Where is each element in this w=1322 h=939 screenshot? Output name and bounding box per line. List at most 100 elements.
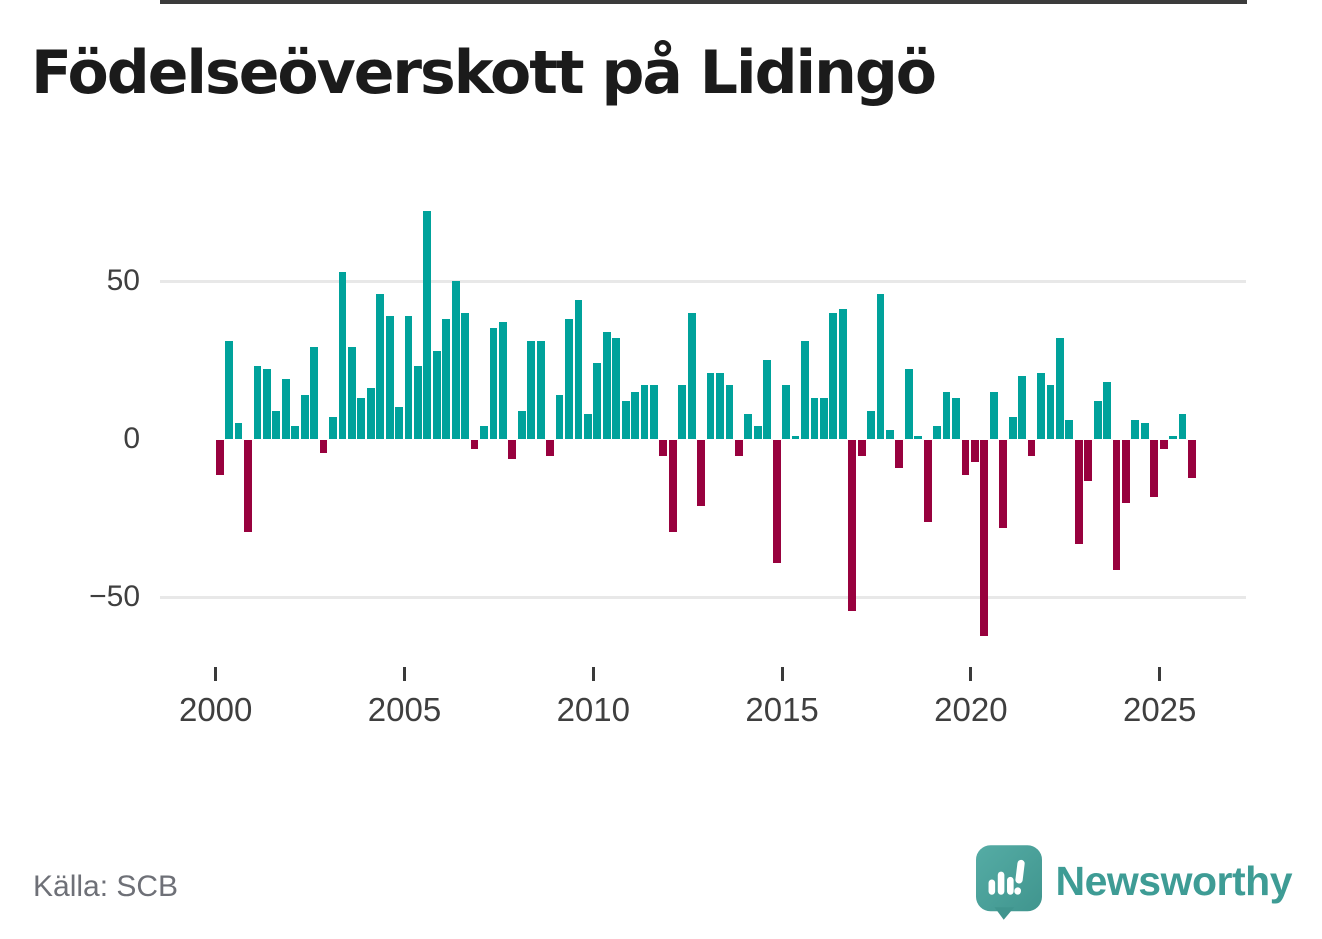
bar-2022-q1 [1046, 385, 1055, 439]
gridline--50 [160, 595, 1246, 599]
bar-2008-q2 [527, 341, 536, 439]
bar-2009-q4 [583, 413, 592, 439]
bar-2011-q1 [631, 391, 639, 439]
bar-2007-q1 [480, 426, 488, 439]
bar-2013-q4 [735, 440, 743, 456]
bar-2015-q3 [801, 341, 809, 439]
bar-2019-q1 [933, 426, 942, 439]
bar-2007-q3 [499, 322, 507, 439]
bar-2009-q3 [574, 299, 583, 439]
bar-2010-q1 [593, 363, 602, 439]
xtick-mark-2000 [214, 667, 218, 681]
bar-2000-q2 [225, 341, 234, 439]
xtick-label-2025: 2025 [1122, 691, 1197, 728]
bar-2017-q3 [876, 293, 885, 439]
bar-2002-q3 [310, 347, 318, 439]
chart-title: Födelseöverskott på Lidingö [31, 38, 937, 108]
bar-2021-q2 [1018, 375, 1026, 439]
bar-2016-q3 [838, 309, 847, 439]
bar-2017-q2 [867, 410, 875, 439]
bar-2021-q3 [1027, 440, 1036, 456]
newsworthy-logo-icon [975, 845, 1042, 925]
bar-2006-q4 [470, 440, 479, 450]
bar-2003-q4 [357, 397, 366, 439]
bar-2016-q2 [829, 312, 838, 439]
bar-2001-q2 [263, 369, 271, 439]
bar-2014-q2 [753, 426, 762, 439]
bar-2012-q1 [668, 440, 677, 532]
bar-2025-q2 [1169, 435, 1178, 439]
bar-2025-q1 [1159, 440, 1168, 450]
bar-2002-q2 [300, 394, 309, 439]
bar-2020-q1 [971, 440, 979, 463]
bar-2008-q1 [517, 410, 526, 439]
bar-2025-q4 [1188, 440, 1196, 478]
bar-2006-q3 [461, 312, 470, 439]
bar-2009-q1 [555, 394, 564, 439]
bar-2010-q3 [612, 337, 621, 439]
bar-2011-q3 [650, 385, 658, 439]
bar-2008-q3 [536, 341, 545, 439]
bar-2013-q2 [716, 372, 724, 439]
bar-2000-q3 [234, 423, 243, 439]
bar-2018-q2 [904, 369, 913, 439]
bar-2023-q2 [1093, 401, 1102, 439]
bar-2012-q4 [697, 440, 706, 507]
bar-2004-q2 [376, 293, 385, 439]
bar-2016-q1 [819, 397, 828, 439]
bar-2010-q2 [602, 331, 611, 439]
bar-2004-q4 [395, 407, 403, 439]
ytick-label--50: −50 [89, 580, 140, 613]
bar-2018-q1 [895, 440, 904, 469]
bar-2013-q1 [706, 372, 715, 439]
bar-2005-q1 [404, 315, 413, 439]
bar-2015-q1 [782, 385, 790, 439]
xtick-mark-2025 [1158, 667, 1162, 681]
bar-2017-q4 [886, 429, 894, 439]
bar-2001-q3 [272, 410, 281, 439]
xtick-label-2010: 2010 [556, 691, 630, 728]
bar-2011-q2 [640, 385, 649, 439]
bar-2023-q3 [1103, 382, 1111, 439]
xtick-label-2015: 2015 [745, 691, 819, 728]
bar-2021-q1 [1008, 416, 1017, 439]
bar-2005-q3 [423, 211, 432, 439]
bar-2025-q3 [1178, 413, 1187, 439]
bar-2014-q3 [763, 360, 772, 439]
bar-2022-q2 [1055, 337, 1064, 439]
bar-2001-q1 [253, 366, 262, 439]
bar-2013-q3 [725, 385, 734, 439]
bar-2000-q4 [244, 440, 252, 532]
bar-2023-q1 [1084, 440, 1093, 482]
bar-2011-q4 [659, 440, 668, 456]
brand-name: Newsworthy [1055, 857, 1293, 904]
bar-2019-q4 [961, 440, 970, 475]
bar-2015-q4 [810, 397, 819, 439]
bar-2004-q3 [385, 315, 394, 439]
bar-2012-q2 [678, 385, 687, 439]
xtick-label-2005: 2005 [367, 691, 442, 728]
ytick-label-50: 50 [106, 264, 140, 297]
bar-2016-q4 [848, 440, 857, 611]
source-label: Källa: SCB [33, 870, 179, 903]
bar-2003-q1 [329, 416, 337, 439]
bar-2014-q4 [772, 440, 781, 564]
bar-2008-q4 [546, 440, 554, 456]
xtick-mark-2010 [591, 667, 595, 681]
bar-2007-q4 [508, 440, 517, 459]
xtick-label-2020: 2020 [934, 691, 1008, 728]
xtick-mark-2020 [969, 667, 973, 681]
bar-2010-q4 [621, 401, 630, 439]
ytick-label-0: 0 [123, 422, 140, 455]
bar-2019-q3 [952, 397, 960, 439]
bar-2002-q4 [319, 440, 328, 453]
bar-2002-q1 [291, 426, 300, 439]
bar-2019-q2 [942, 391, 951, 439]
bar-2003-q3 [347, 347, 356, 439]
zero-axis-line [160, 0, 1247, 4]
gridline-50 [160, 279, 1246, 283]
bar-2023-q4 [1112, 440, 1121, 570]
bar-2000-q1 [215, 440, 224, 475]
xtick-mark-2015 [780, 667, 784, 681]
bar-2020-q3 [989, 391, 998, 439]
